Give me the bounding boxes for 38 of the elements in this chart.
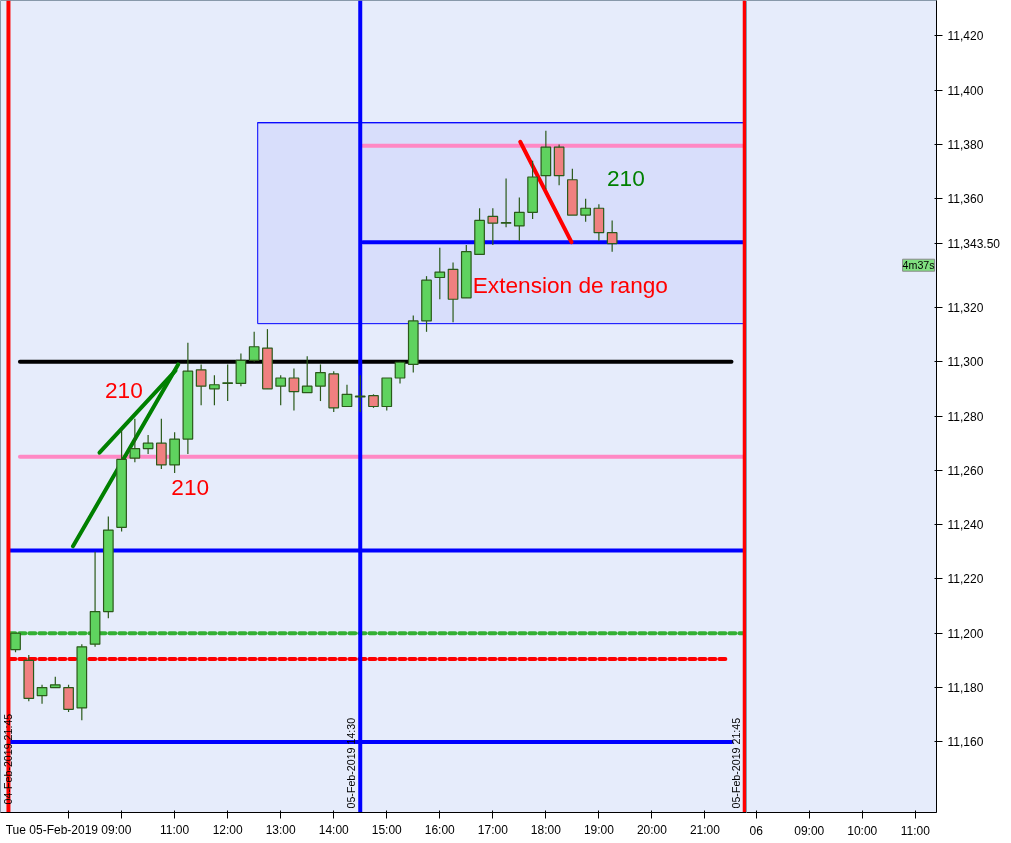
y-tick-label: 11,160 bbox=[947, 735, 984, 750]
x-tick-label: 21:00 bbox=[689, 822, 721, 837]
x-tick-label: 13:00 bbox=[265, 822, 297, 837]
y-tick-label: 11,220 bbox=[947, 572, 984, 587]
annotation: Extension de rango bbox=[472, 271, 668, 298]
y-tick-label: 11,400 bbox=[947, 83, 984, 98]
annotation: 210 bbox=[607, 164, 645, 191]
y-tick-label: 11,343.50 bbox=[947, 237, 1001, 252]
x-tick-label: 09:00 bbox=[794, 823, 825, 838]
x-tick-label: 18:00 bbox=[530, 822, 562, 837]
x-tick-label: 15:00 bbox=[371, 822, 403, 837]
x-tick-label: 16:00 bbox=[424, 822, 456, 837]
x-tick-label: 17:00 bbox=[477, 822, 509, 837]
x-tick-label: 10:00 bbox=[847, 823, 878, 838]
annotation: 210 bbox=[171, 474, 210, 501]
x-tick-label: Tue 05-Feb-2019 09:00 bbox=[5, 822, 132, 837]
y-tick-label: 11,380 bbox=[947, 137, 984, 152]
ref-line-label: 05-Feb-2019 14:30 bbox=[345, 717, 358, 809]
annotation: 04-Feb-2019 21:45 bbox=[2, 713, 15, 805]
y-tick-label: 11,200 bbox=[947, 626, 984, 641]
y-tick-label: 11,320 bbox=[947, 300, 984, 315]
y-tick-label: 11,280 bbox=[947, 409, 984, 424]
x-tick-label: 11:00 bbox=[900, 823, 931, 838]
y-tick-label: 11,260 bbox=[947, 463, 984, 478]
x-tick-label: 12:00 bbox=[212, 822, 243, 837]
annotation: 210 bbox=[104, 376, 143, 403]
annotation: 4m37s bbox=[902, 259, 935, 272]
y-tick-label: 11,240 bbox=[947, 518, 984, 533]
y-tick-label: 11,300 bbox=[947, 355, 984, 370]
x-tick-label: 19:00 bbox=[583, 822, 615, 837]
y-tick-label: 11,420 bbox=[947, 29, 984, 44]
x-tick-label: 11:00 bbox=[160, 822, 190, 837]
ref-line-label: 05-Feb-2019 21:45 bbox=[729, 717, 742, 809]
x-tick-label: 06 bbox=[749, 823, 764, 838]
y-tick-label: 11,360 bbox=[947, 192, 984, 207]
x-tick-label: 20:00 bbox=[636, 822, 668, 837]
y-tick-label: 11,180 bbox=[947, 681, 984, 696]
x-tick-label: 14:00 bbox=[318, 822, 350, 837]
